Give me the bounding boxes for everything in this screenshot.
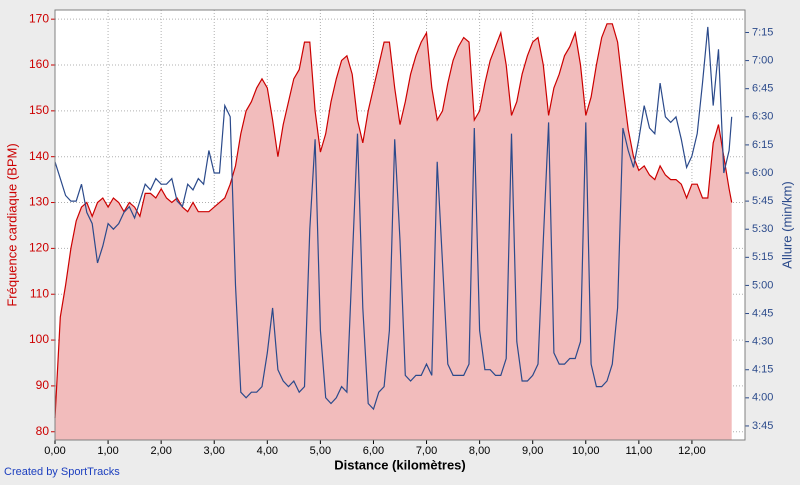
x-tick-label: 9,00 [522,445,543,457]
x-tick-label: 12,00 [678,445,706,457]
y-tick-label: 140 [29,149,49,163]
y2-tick-label: 6:30 [752,111,773,123]
y-tick-label: 160 [29,57,49,71]
y-tick-label: 150 [29,103,49,117]
y2-tick-label: 4:30 [752,336,773,348]
line [54,23,733,419]
x-tick-label: 10,00 [572,445,600,457]
x-axis-title: Distance (kilomètres) [334,457,466,472]
y2-tick-label: 5:30 [752,223,773,235]
y-tick-label: 90 [36,378,50,392]
y2-tick-label: 7:15 [752,26,773,38]
x-tick-label: 7,00 [416,445,437,457]
x-tick-label: 6,00 [363,445,384,457]
y-tick-label: 120 [29,241,49,255]
x-tick-label: 1,00 [97,445,118,457]
y2-tick-label: 4:00 [752,392,773,404]
line [54,26,733,411]
y2-tick-label: 6:15 [752,139,773,151]
y2-tick-label: 3:45 [752,420,773,432]
credit[interactable]: Created by SportTracks [4,466,120,478]
y-tick-label: 100 [29,332,49,346]
area [55,23,732,441]
y2-tick-label: 5:00 [752,279,773,291]
plot-border [54,9,746,441]
y2-tick-label: 5:45 [752,195,773,207]
y2-tick-label: 5:15 [752,251,773,263]
x-tick-label: 4,00 [257,445,278,457]
y2-tick-label: 7:00 [752,54,773,66]
x-tick-label: 5,00 [310,445,331,457]
y-axis-title: Fréquence cardiaque (BPM) [4,143,19,306]
x-tick-label: 8,00 [469,445,490,457]
y2-tick-label: 4:45 [752,307,773,319]
y2-tick-label: 6:00 [752,167,773,179]
y-tick-label: 80 [36,424,50,438]
x-tick-label: 2,00 [150,445,171,457]
y-tick-label: 170 [29,11,49,25]
y2-tick-label: 6:45 [752,83,773,95]
y-tick-label: 110 [30,286,49,300]
y2-axis-title: Allure (min/km) [779,181,794,268]
x-tick-label: 3,00 [204,445,225,457]
y2-tick-label: 4:15 [752,364,773,376]
x-tick-label: 11,00 [625,445,652,457]
y-tick-label: 130 [29,195,49,209]
x-tick-label: 0,00 [44,445,65,457]
